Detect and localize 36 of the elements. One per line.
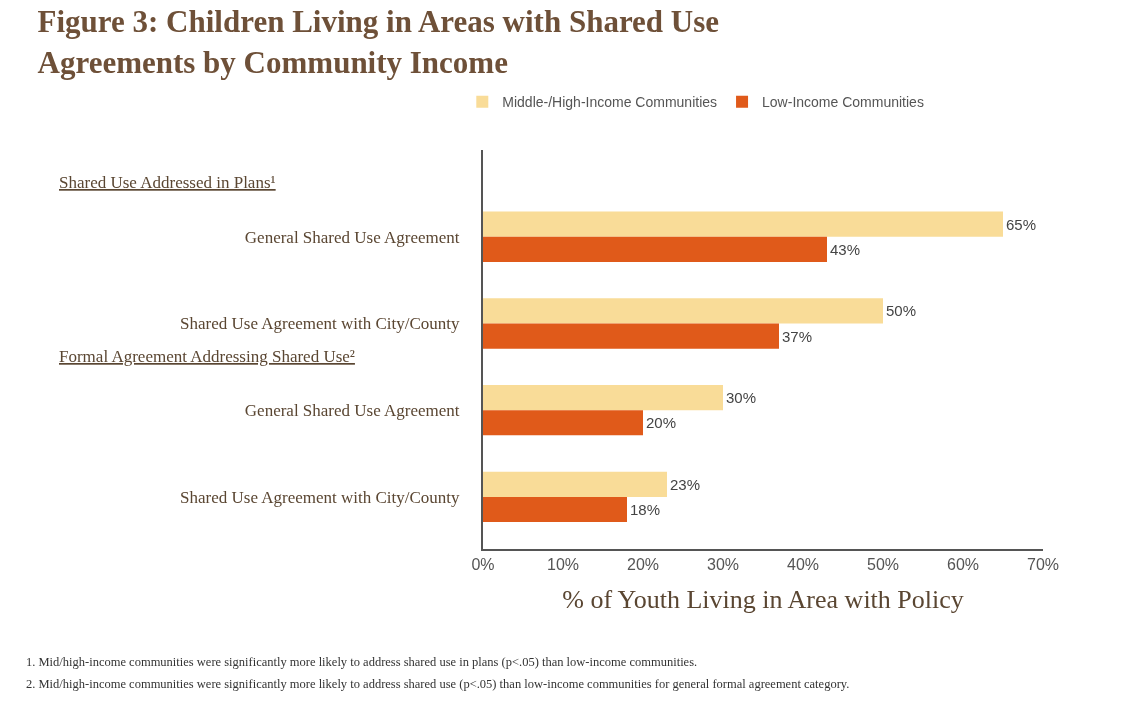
y-tick-label: General Shared Use Agreement <box>244 227 460 247</box>
y-tick-label: Shared Use Agreement with City/County <box>180 314 461 334</box>
y-tick-label: Shared Use Agreement with City/County <box>180 487 461 507</box>
bar <box>483 236 827 262</box>
data-label: 20% <box>646 414 677 432</box>
legend-label: Low-Income Communities <box>762 94 924 111</box>
x-tick-label: 40% <box>786 556 820 574</box>
y-tick-label: General Shared Use Agreement <box>244 401 460 421</box>
data-label: 23% <box>670 475 701 493</box>
text: 2. Mid/high-income communities were significantly more likely to address shared use (p<.05) than low-income communities for general formal agreement category. <box>26 677 850 691</box>
bar <box>483 385 723 411</box>
data-label: 43% <box>830 240 861 258</box>
bar <box>483 471 667 497</box>
x-axis-title: % of Youth Living in Area with Policy <box>562 585 964 615</box>
bar <box>483 298 883 324</box>
x-tick-label: 70% <box>1026 556 1060 574</box>
bar <box>483 323 779 349</box>
data-label: 37% <box>782 327 813 345</box>
x-tick-label: 30% <box>706 556 740 574</box>
data-label: 18% <box>630 501 661 519</box>
x-tick-label: 60% <box>946 556 980 574</box>
chart-title: Figure 3: Children Living in Areas with Shared Use Agreements by Community Income <box>37 4 720 80</box>
legend-label: Middle-/High-Income Communities <box>502 94 718 111</box>
x-tick-label: 10% <box>546 556 580 574</box>
data-label: 65% <box>1006 215 1037 233</box>
text: 1. Mid/high-income communities were significantly more likely to address shared use in plans (p<.05) than low-income communities. <box>26 655 698 669</box>
text: Formal Agreement Addressing Shared Use² <box>59 347 355 366</box>
bar <box>483 410 643 436</box>
bar <box>483 211 1003 237</box>
x-tick-label: 20% <box>626 556 660 574</box>
bar <box>483 496 627 523</box>
data-label: 30% <box>726 389 757 407</box>
x-tick-label: 0% <box>471 556 495 574</box>
data-label: 50% <box>886 302 917 320</box>
x-tick-label: 50% <box>866 556 900 574</box>
text: Shared Use Addressed in Plans¹ <box>59 173 276 192</box>
